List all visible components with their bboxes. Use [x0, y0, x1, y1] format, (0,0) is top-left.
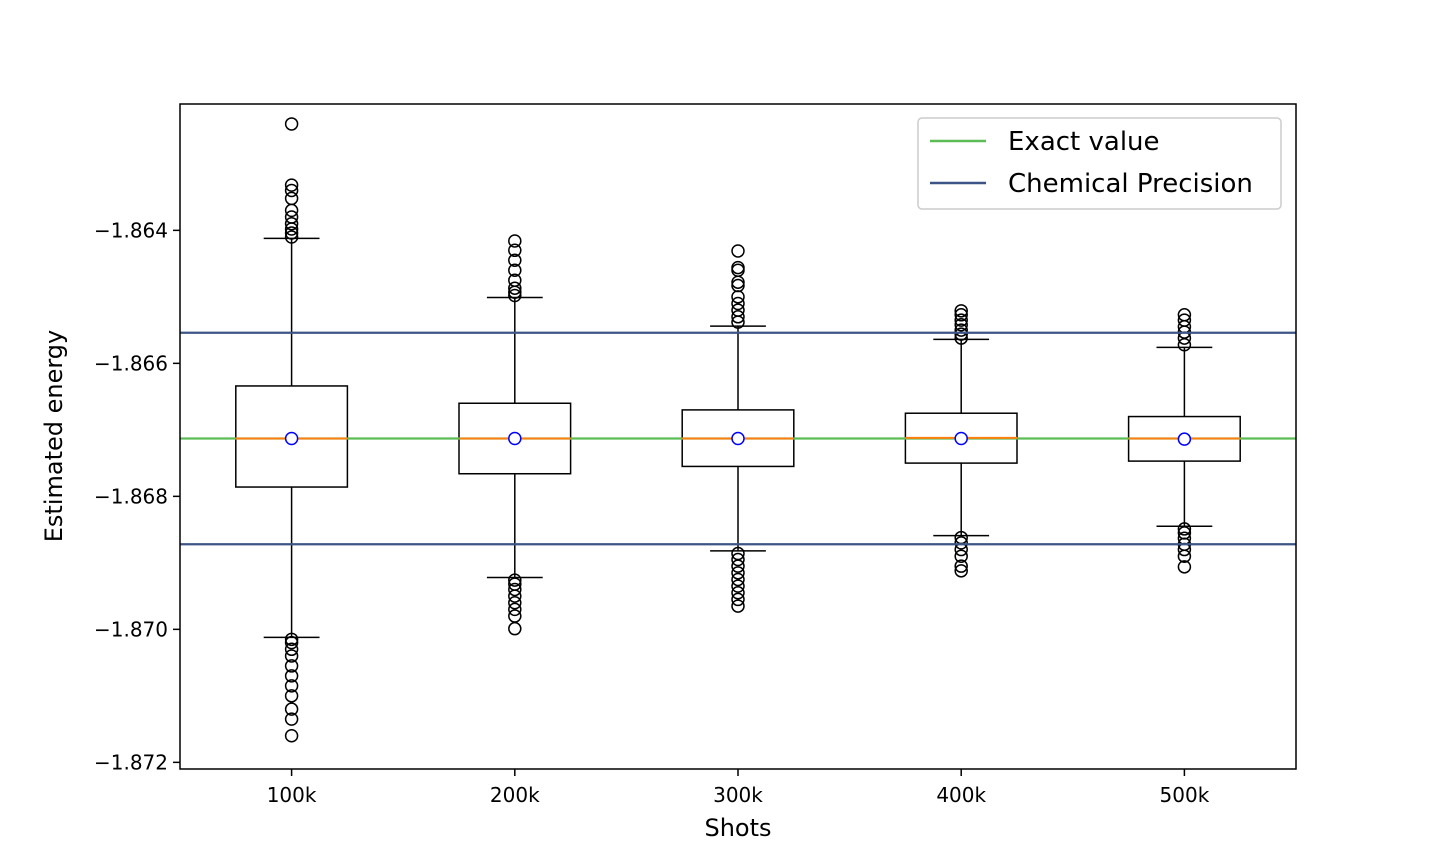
- outlier-point: [284, 679, 299, 693]
- legend-label: Exact value: [1008, 127, 1160, 157]
- outlier-point: [954, 327, 968, 341]
- mean-marker-200k: [508, 431, 522, 446]
- outlier-point: [954, 313, 968, 327]
- outlier-point: [284, 649, 299, 663]
- outlier-point: [954, 304, 968, 318]
- outlier-point: [284, 632, 299, 647]
- legend: Exact value Chemical Precision: [917, 117, 1282, 210]
- y-tick-label: −1.868: [94, 484, 168, 508]
- outlier-point: [508, 285, 522, 299]
- outlier-point: [284, 642, 299, 657]
- x-tick-label: 100k: [267, 783, 317, 807]
- outlier-point: [731, 572, 745, 587]
- outlier-point: [508, 602, 522, 617]
- outlier-point: [508, 596, 522, 610]
- outlier-point: [954, 559, 968, 573]
- x-tick-label: 400k: [936, 783, 986, 807]
- outlier-point: [731, 566, 745, 580]
- outlier-point: [284, 230, 299, 244]
- outlier-point: [508, 281, 522, 295]
- outlier-point: [508, 234, 522, 248]
- box-group-300k: [681, 244, 795, 613]
- x-tick-label: 300k: [713, 783, 763, 807]
- outlier-point: [731, 552, 745, 567]
- outlier-point: [508, 288, 522, 303]
- plot-area: [180, 117, 1296, 743]
- outlier-point: [954, 549, 968, 563]
- outlier-point: [284, 635, 299, 650]
- outlier-point: [731, 275, 745, 289]
- outlier-point: [284, 729, 299, 743]
- mean-marker-100k: [284, 431, 299, 446]
- outlier-point: [284, 702, 299, 716]
- outlier-point: [1177, 337, 1192, 352]
- outlier-point: [954, 318, 968, 332]
- outlier-point: [731, 599, 745, 613]
- outlier-point: [508, 243, 522, 258]
- outlier-point: [508, 589, 522, 603]
- outlier-point: [284, 178, 299, 192]
- x-tick-label: 500k: [1160, 783, 1210, 807]
- y-axis-title: Estimated energy: [40, 330, 68, 543]
- outlier-point: [284, 689, 299, 703]
- y-tick-label: −1.866: [94, 351, 168, 375]
- outlier-point: [284, 669, 299, 683]
- outlier-point: [284, 183, 299, 198]
- outlier-point: [731, 579, 745, 593]
- mean-marker-300k: [731, 431, 745, 446]
- outlier-point: [731, 559, 745, 573]
- mean-marker-400k: [954, 431, 968, 446]
- outlier-point: [731, 244, 745, 258]
- outlier-point: [731, 315, 745, 329]
- outlier-point: [731, 296, 745, 311]
- outlier-point: [731, 290, 745, 304]
- outlier-point: [731, 586, 745, 600]
- box-group-100k: [235, 117, 349, 743]
- legend-box: [917, 117, 1282, 210]
- y-tick-label: −1.864: [94, 218, 168, 242]
- outlier-point: [284, 659, 299, 673]
- outlier-point: [954, 323, 968, 337]
- outlier-point: [1177, 522, 1192, 536]
- outlier-point: [284, 222, 299, 236]
- outlier-point: [1177, 560, 1192, 574]
- outlier-point: [954, 536, 968, 550]
- outlier-point: [954, 564, 968, 578]
- mean-marker-500k: [1177, 432, 1192, 446]
- outlier-point: [284, 226, 299, 240]
- outlier-point: [731, 592, 745, 607]
- legend-label: Chemical Precision: [1008, 169, 1253, 199]
- outlier-point: [731, 310, 745, 324]
- outlier-point: [284, 117, 299, 131]
- outlier-point: [508, 621, 522, 636]
- box-iqr: [235, 385, 349, 488]
- outlier-point: [508, 582, 522, 597]
- outlier-point: [284, 203, 299, 218]
- outlier-point: [1177, 549, 1192, 563]
- outlier-point: [954, 308, 968, 322]
- x-tick-label: 200k: [490, 783, 540, 807]
- outlier-point: [284, 712, 299, 726]
- outlier-point: [508, 573, 522, 587]
- outlier-point: [284, 216, 299, 231]
- outlier-point: [508, 253, 522, 268]
- x-axis-title: Shots: [704, 814, 771, 842]
- axes: −1.864 −1.866 −1.868 −1.870 −1.872 100k 200k 30…: [94, 218, 1210, 807]
- box-group-500k: [1127, 308, 1241, 574]
- y-tick-label: −1.872: [94, 750, 168, 774]
- y-tick-label: −1.870: [94, 617, 168, 641]
- outlier-point: [508, 263, 522, 277]
